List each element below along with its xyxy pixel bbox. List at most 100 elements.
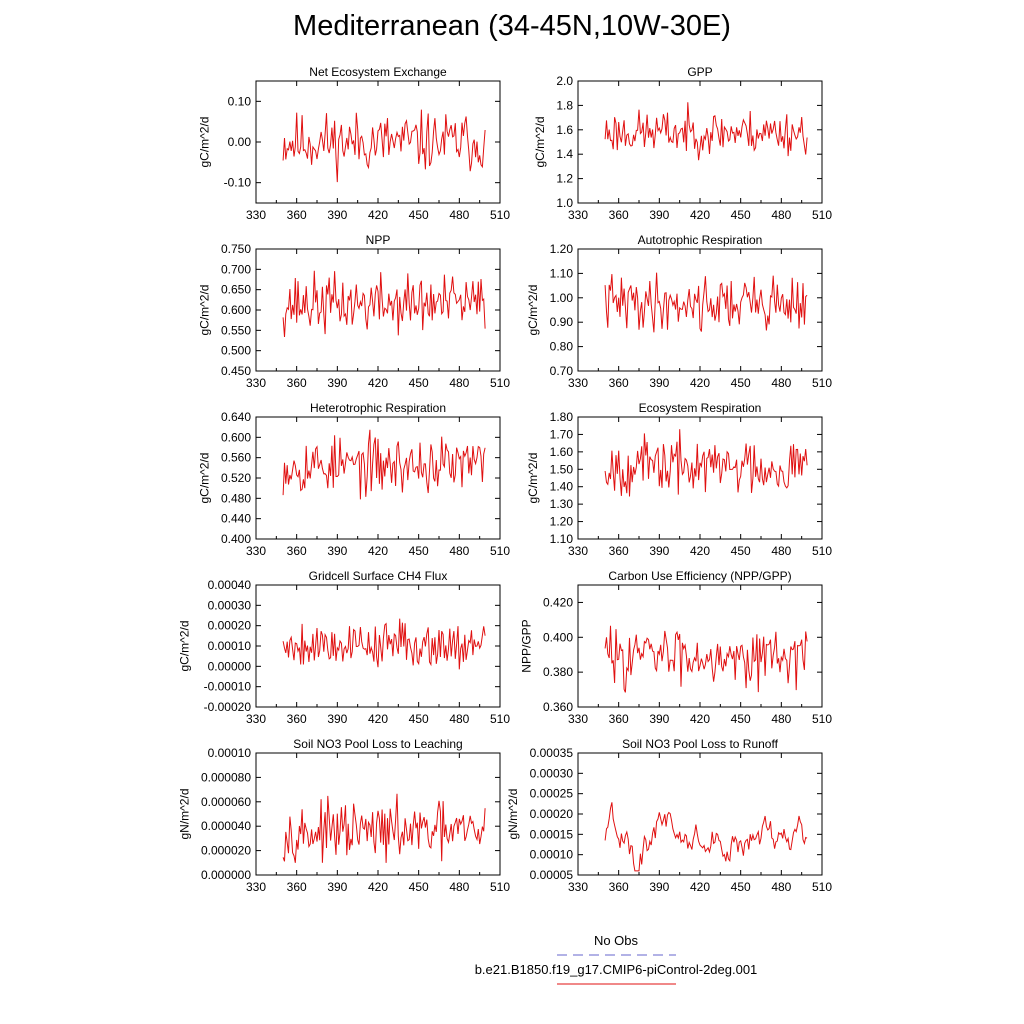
y-tick-label: 1.40	[550, 480, 574, 494]
y-tick-label: 1.50	[550, 462, 574, 476]
panel-title: Gridcell Surface CH4 Flux	[309, 569, 448, 583]
y-tick-label: 0.520	[221, 471, 251, 485]
x-tick-label: 390	[649, 208, 669, 222]
x-tick-label: 450	[731, 712, 751, 726]
y-tick-label: 0.480	[221, 491, 251, 505]
y-tick-label: 0.00020	[208, 619, 252, 633]
y-tick-label: 1.6	[556, 123, 573, 137]
y-tick-label: 0.750	[221, 242, 251, 256]
y-tick-label: 0.00030	[530, 766, 574, 780]
x-tick-label: 450	[731, 880, 751, 894]
x-tick-label: 420	[690, 544, 710, 558]
panel-title: GPP	[687, 65, 712, 79]
y-tick-label: 0.550	[221, 323, 251, 337]
y-tick-label: 0.500	[221, 344, 251, 358]
panel-10: Soil NO3 Pool Loss to Runoff 330 360 390 420…	[506, 737, 832, 894]
x-tick-label: 480	[449, 376, 469, 390]
legend: No Obs b.e21.B1850.f19_g17.CMIP6-piContro…	[475, 933, 758, 985]
x-tick-label: 480	[771, 208, 791, 222]
panel-title: Carbon Use Efficiency (NPP/GPP)	[608, 569, 791, 583]
x-tick-label: 390	[649, 376, 669, 390]
x-tick-label: 510	[490, 208, 510, 222]
x-tick-label: 360	[609, 544, 629, 558]
y-tick-label: 0.640	[221, 410, 251, 424]
panel-2: GPP 330 360 390 420 450 480 510 1.0 1.2 1.4 1.6 1.8 2…	[533, 65, 832, 222]
x-tick-label: 390	[327, 544, 347, 558]
x-tick-label: 450	[409, 376, 429, 390]
y-axis-label: gN/m^2/d	[177, 789, 191, 840]
x-tick-label: 390	[327, 208, 347, 222]
x-tick-label: 480	[449, 712, 469, 726]
x-tick-label: 390	[327, 376, 347, 390]
plot-frame	[577, 752, 823, 876]
plot-frame	[577, 80, 823, 204]
panel-title: Soil NO3 Pool Loss to Runoff	[622, 737, 779, 751]
y-tick-label: 0.00025	[530, 787, 574, 801]
y-tick-label: 0.440	[221, 512, 251, 526]
x-tick-label: 390	[327, 880, 347, 894]
series-line	[282, 429, 486, 500]
panel-title: Soil NO3 Pool Loss to Leaching	[293, 737, 462, 751]
legend-model-label: b.e21.B1850.f19_g17.CMIP6-piControl-2deg…	[475, 962, 758, 977]
y-tick-label: 0.00040	[208, 578, 252, 592]
panel-title: Autotrophic Respiration	[638, 233, 763, 247]
x-tick-label: 330	[246, 712, 266, 726]
y-tick-label: 0.00020	[530, 807, 574, 821]
x-tick-label: 510	[812, 208, 832, 222]
x-tick-label: 390	[649, 880, 669, 894]
panel-title: Net Ecosystem Exchange	[309, 65, 447, 79]
series-line	[604, 802, 808, 872]
x-tick-label: 360	[287, 544, 307, 558]
x-tick-label: 330	[568, 544, 588, 558]
x-tick-label: 510	[812, 712, 832, 726]
series-line	[282, 793, 486, 863]
y-tick-label: -0.00010	[204, 680, 252, 694]
series-line	[282, 618, 486, 670]
y-tick-label: 0.400	[543, 630, 573, 644]
x-tick-label: 480	[771, 544, 791, 558]
series-line	[604, 272, 808, 333]
x-tick-label: 360	[609, 376, 629, 390]
panel-title: Ecosystem Respiration	[639, 401, 762, 415]
y-axis-label: gC/m^2/d	[198, 117, 212, 168]
y-tick-label: 1.2	[556, 172, 573, 186]
panel-title: Heterotrophic Respiration	[310, 401, 446, 415]
y-axis-label: gC/m^2/d	[526, 285, 540, 336]
series-line	[604, 102, 808, 161]
panel-9: Soil NO3 Pool Loss to Leaching 330 360 390 4…	[177, 737, 510, 894]
x-tick-label: 420	[368, 712, 388, 726]
y-tick-label: 1.10	[550, 266, 574, 280]
y-tick-label: 0.90	[550, 315, 574, 329]
x-tick-label: 330	[246, 376, 266, 390]
y-tick-label: 0.000040	[201, 819, 251, 833]
y-tick-label: 1.20	[550, 242, 574, 256]
x-tick-label: 330	[568, 712, 588, 726]
x-tick-label: 390	[649, 712, 669, 726]
y-tick-label: 1.00	[550, 291, 574, 305]
y-tick-label: 0.00010	[208, 639, 252, 653]
x-tick-label: 480	[771, 712, 791, 726]
x-tick-label: 480	[449, 544, 469, 558]
y-tick-label: 2.0	[556, 74, 573, 88]
panel-7: Gridcell Surface CH4 Flux 330 360 390 420 450…	[177, 569, 510, 726]
y-tick-label: 0.000060	[201, 795, 251, 809]
panel-8: Carbon Use Efficiency (NPP/GPP) 330 360 390…	[520, 569, 833, 726]
x-tick-label: 360	[287, 880, 307, 894]
y-axis-label: gC/m^2/d	[533, 117, 547, 168]
y-tick-label: 0.70	[550, 364, 574, 378]
y-tick-label: 0.00035	[530, 746, 574, 760]
x-tick-label: 420	[690, 880, 710, 894]
x-tick-label: 330	[246, 544, 266, 558]
x-tick-label: 510	[490, 712, 510, 726]
page-title: Mediterranean (34-45N,10W-30E)	[293, 10, 731, 42]
panel-5: Heterotrophic Respiration 330 360 390 420 450…	[198, 401, 511, 558]
y-axis-label: gC/m^2/d	[177, 621, 191, 672]
legend-obs-label: No Obs	[594, 933, 639, 948]
x-tick-label: 360	[609, 880, 629, 894]
y-tick-label: 0.600	[221, 303, 251, 317]
y-tick-label: 0.00015	[530, 827, 574, 841]
x-tick-label: 450	[409, 880, 429, 894]
y-tick-label: 1.70	[550, 427, 574, 441]
x-tick-label: 480	[449, 880, 469, 894]
y-tick-label: 0.00	[228, 135, 252, 149]
